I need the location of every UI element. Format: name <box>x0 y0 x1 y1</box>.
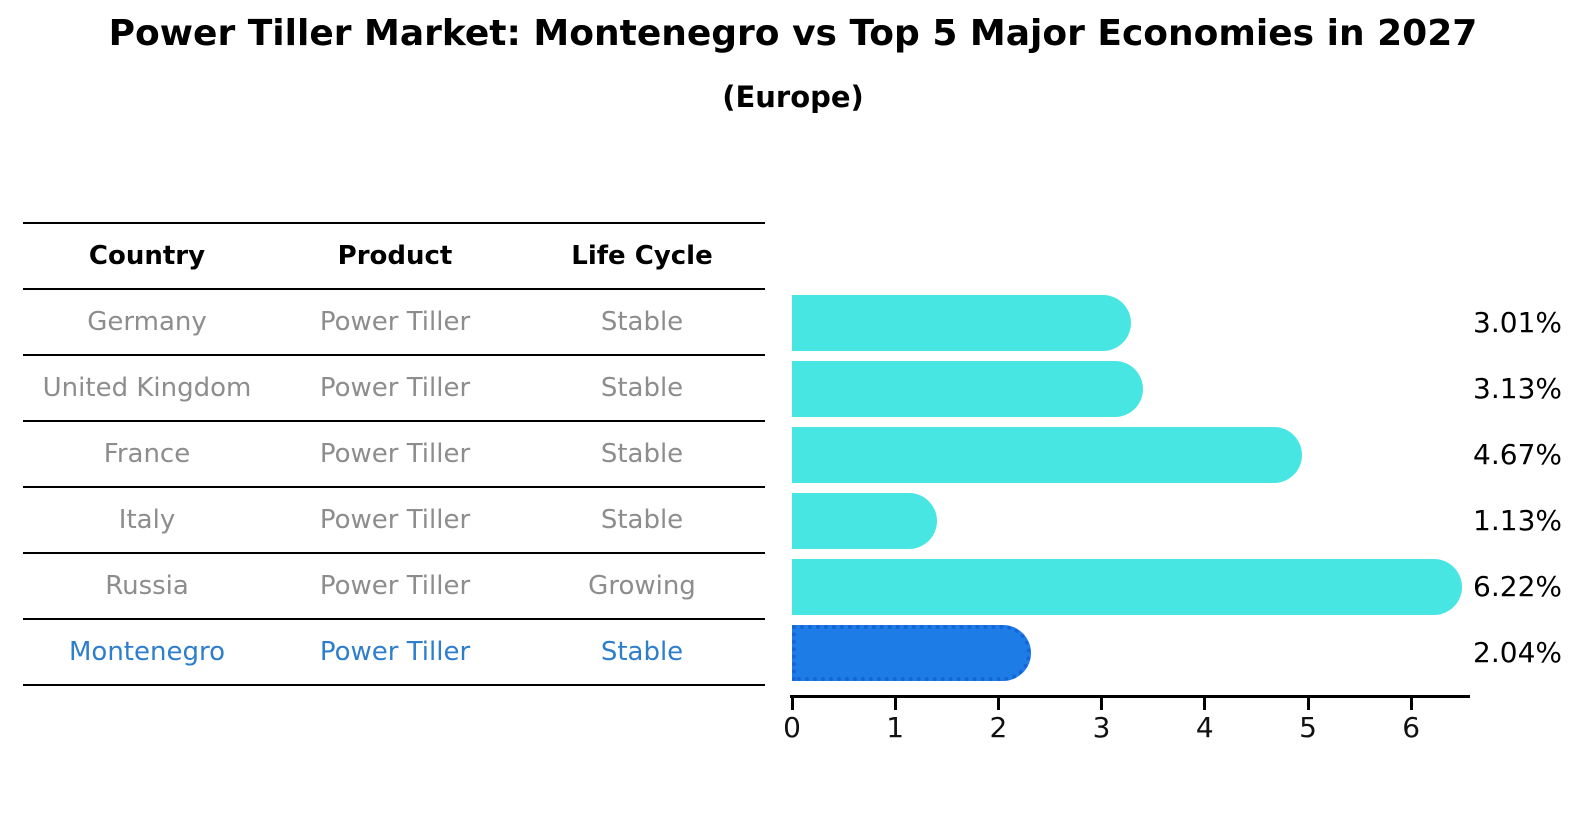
bar-france <box>792 427 1302 483</box>
value-label-france: 4.67% <box>1473 438 1562 471</box>
cell-country: Germany <box>87 307 207 337</box>
table-header-row: Country Product Life Cycle <box>23 222 765 290</box>
x-tick-mark-6 <box>1409 697 1413 710</box>
cell-life-cycle: Stable <box>600 439 684 469</box>
x-tick-mark-4 <box>1203 697 1207 710</box>
header-cell-life-cycle: Life Cycle <box>571 241 713 271</box>
cell-product: Power Tiller <box>319 637 471 667</box>
x-tick-label-1: 1 <box>886 711 905 744</box>
x-tick-label-6: 6 <box>1402 711 1421 744</box>
table-row-italy: Italy Power Tiller Stable <box>23 488 765 554</box>
bar-montenegro <box>792 625 1031 681</box>
chart-subtitle: (Europe) <box>722 80 864 114</box>
cell-life-cycle: Stable <box>600 307 684 337</box>
value-label-united-kingdom: 3.13% <box>1473 372 1562 405</box>
value-label-italy: 1.13% <box>1473 504 1562 537</box>
cell-country: Italy <box>118 505 176 535</box>
x-tick-mark-0 <box>790 697 794 710</box>
table-row-montenegro: Montenegro Power Tiller Stable <box>23 620 765 686</box>
bar-italy <box>792 493 937 549</box>
x-tick-mark-3 <box>1100 697 1104 710</box>
table-row-united-kingdom: United Kingdom Power Tiller Stable <box>23 356 765 422</box>
x-axis-line <box>790 695 1470 698</box>
cell-life-cycle: Stable <box>600 505 684 535</box>
x-tick-mark-2 <box>996 697 1000 710</box>
cell-product: Power Tiller <box>319 439 471 469</box>
comparison-table: Country Product Life Cycle Germany Power … <box>23 222 765 686</box>
cell-product: Power Tiller <box>319 307 471 337</box>
bar-russia <box>792 559 1462 615</box>
x-tick-label-4: 4 <box>1195 711 1214 744</box>
cell-life-cycle: Stable <box>600 637 684 667</box>
x-tick-label-2: 2 <box>989 711 1008 744</box>
table-body: Germany Power Tiller Stable United Kingdom P… <box>23 290 765 686</box>
table-row-russia: Russia Power Tiller Growing <box>23 554 765 620</box>
cell-country: United Kingdom <box>42 373 252 403</box>
cell-life-cycle: Stable <box>600 373 684 403</box>
cell-life-cycle: Growing <box>588 571 696 601</box>
chart-title: Power Tiller Market: Montenegro vs Top 5… <box>108 13 1478 54</box>
table-row-france: France Power Tiller Stable <box>23 422 765 488</box>
cell-country: Russia <box>105 571 189 601</box>
value-label-russia: 6.22% <box>1473 570 1562 603</box>
bar-united-kingdom <box>792 361 1143 417</box>
value-label-montenegro: 2.04% <box>1473 636 1562 669</box>
x-tick-label-3: 3 <box>1092 711 1111 744</box>
x-tick-mark-1 <box>893 697 897 710</box>
bar-germany <box>792 295 1131 351</box>
x-tick-mark-5 <box>1306 697 1310 710</box>
cell-product: Power Tiller <box>319 571 471 601</box>
header-cell-product: Product <box>337 241 453 271</box>
value-label-germany: 3.01% <box>1473 306 1562 339</box>
cell-product: Power Tiller <box>319 505 471 535</box>
x-tick-label-0: 0 <box>783 711 801 744</box>
x-tick-label-5: 5 <box>1299 711 1317 744</box>
cell-country: France <box>103 439 191 469</box>
table-row-germany: Germany Power Tiller Stable <box>23 290 765 356</box>
header-cell-country: Country <box>88 241 206 271</box>
cell-country: Montenegro <box>68 637 225 667</box>
cell-product: Power Tiller <box>319 373 471 403</box>
